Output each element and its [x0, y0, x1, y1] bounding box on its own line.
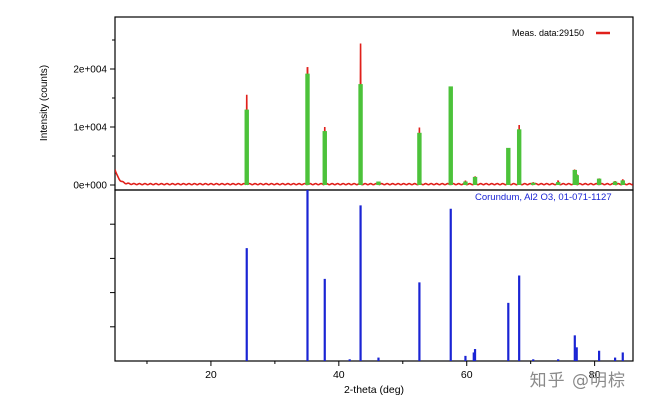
bottom-plot-frame — [114, 189, 634, 362]
watermark: 知乎 @明棕 — [529, 371, 626, 391]
calculated-peak-10 — [516, 129, 522, 185]
y-axis-label: Intensity (counts) — [39, 65, 50, 141]
calculated-peak-11 — [531, 182, 536, 185]
x-tick-label-3: 80 — [589, 369, 601, 381]
calculated-peak-5 — [417, 132, 422, 185]
calculated-peak-2 — [322, 131, 327, 185]
calculated-peak-12 — [555, 182, 561, 185]
calculated-peak-14 — [574, 175, 579, 185]
top-plot-frame — [114, 16, 634, 191]
y-tick-label-2: 2e+004 — [73, 65, 107, 76]
reference-label: Corundum, Al2 O3, 01-071-1127 — [475, 192, 612, 203]
calculated-peak-16 — [612, 181, 618, 185]
calculated-peak-17 — [620, 180, 625, 185]
x-tick-label-0: 20 — [205, 369, 217, 381]
legend-label: Meas. data:29150 — [512, 28, 584, 38]
calculated-peak-1 — [305, 73, 310, 185]
calculated-peak-15 — [596, 178, 602, 185]
x-tick-label-1: 40 — [333, 369, 345, 381]
measured-curve — [115, 43, 633, 186]
calculated-peak-6 — [448, 86, 453, 185]
y-tick-label-1: 1e+004 — [73, 123, 107, 134]
calculated-peak-4 — [376, 181, 381, 185]
calculated-peak-3 — [358, 84, 363, 185]
calculated-peak-8 — [472, 176, 478, 185]
calculated-peak-7 — [463, 181, 468, 185]
y-tick-label-0: 0e+000 — [73, 181, 107, 192]
calculated-peak-9 — [506, 147, 511, 185]
x-tick-label-2: 60 — [461, 369, 473, 381]
calculated-peak-0 — [244, 109, 249, 185]
x-axis-label: 2-theta (deg) — [344, 384, 404, 396]
